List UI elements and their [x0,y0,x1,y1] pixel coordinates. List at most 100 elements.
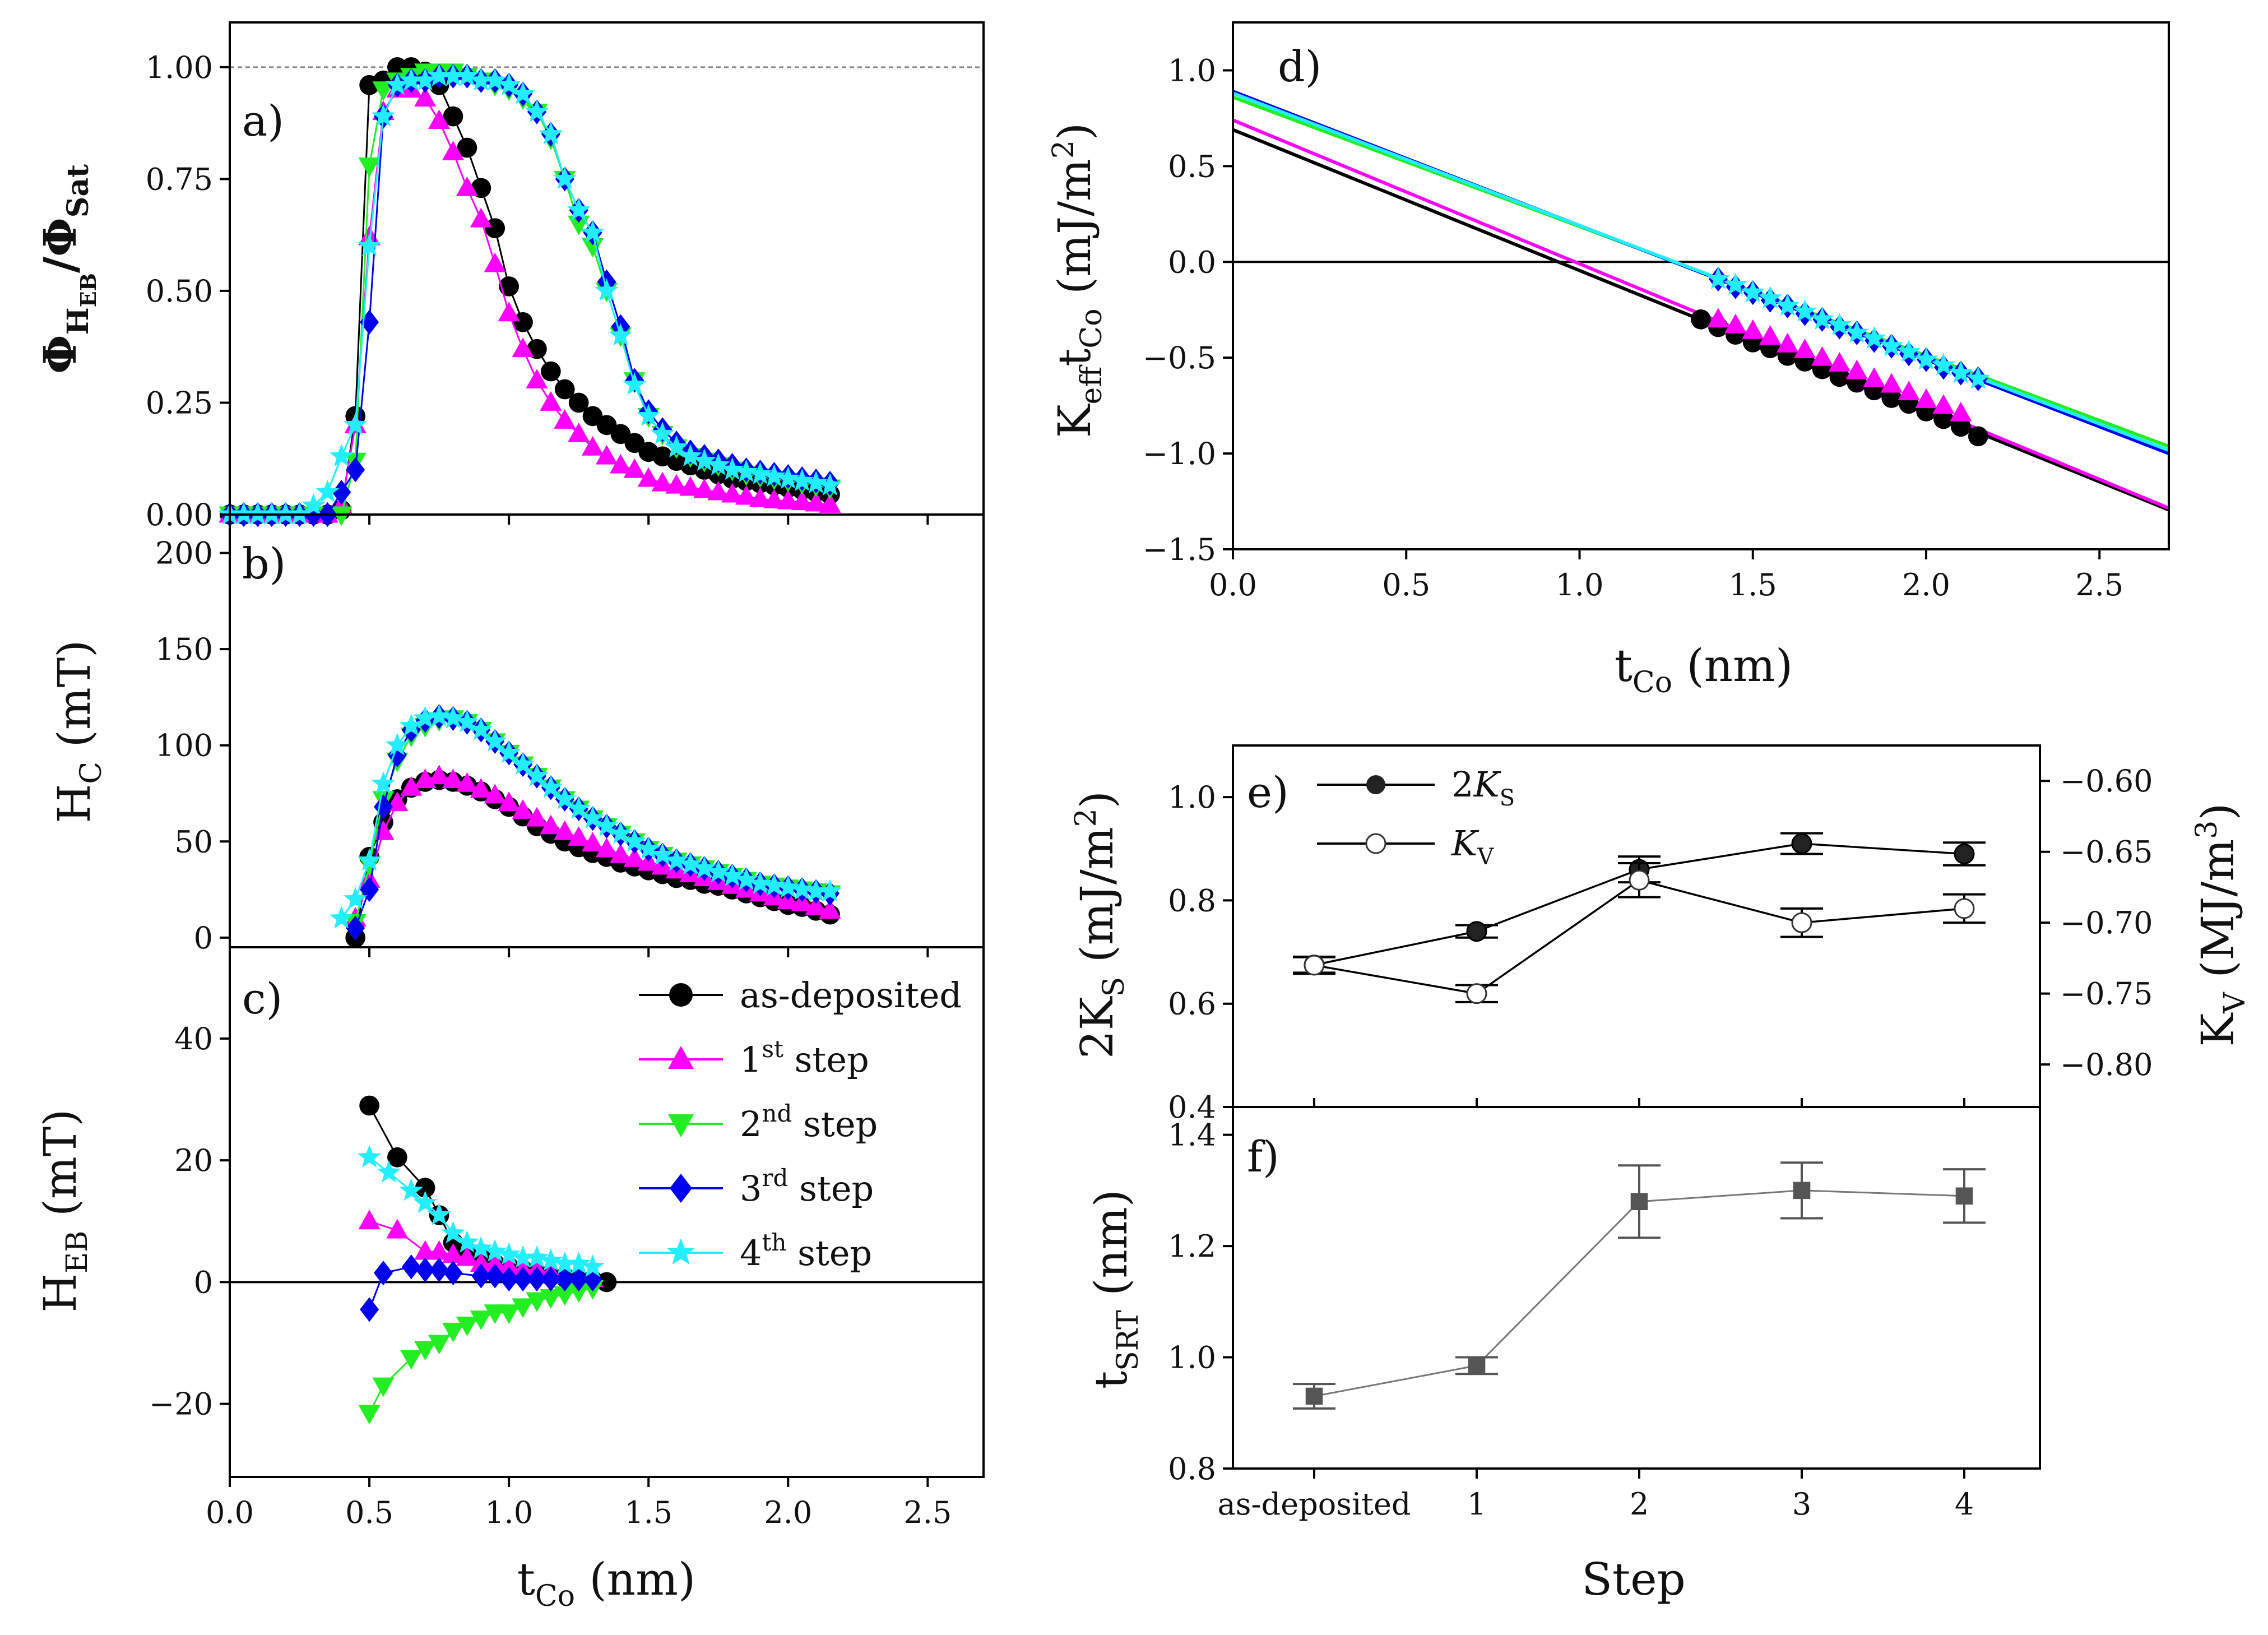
data-point-as-deposited [513,312,533,332]
panel-f-label: f) [1247,1132,1279,1182]
data-point-2nd-step [526,1292,548,1312]
data-point-4th-step [818,473,842,495]
data-point-1st-step [1828,352,1850,372]
data-point-4th-step [358,1145,382,1168]
data-point-4th-step [316,480,340,502]
panel-d-y-tick-label: −1.0 [1143,436,1216,471]
data-point-4th-step [804,471,828,493]
data-point-1st-step [665,474,688,494]
data-point-4th-step [273,502,298,525]
panel-c-frame [229,946,985,1478]
panel-f-y-tick-label: 0.8 [1168,1451,1216,1486]
data-point-4th-step [665,435,689,458]
panel-a-y-tick-label: 0.00 [146,497,213,532]
data-point-1st-step [1932,394,1955,414]
data-point-1st-step [456,176,478,196]
data-point-1st-step [1950,401,1972,422]
data-point-4th-step [455,63,479,86]
data-point-4th-step [1931,353,1955,376]
data-point-as-deposited [1951,416,1971,437]
panel-d-y-tick-label: 0.5 [1168,149,1216,184]
data-point-4th-step [441,1221,465,1244]
data-point-3rd-step [360,1297,379,1322]
data-point-1st-step [400,776,423,796]
data-point-4th-step [441,706,465,729]
data-point-4th-step [469,717,493,740]
data-point-4th-step [581,1254,605,1277]
panel-d-x-tick-label: 1.0 [1556,567,1604,603]
panel-e-y-tick-label: 0.6 [1168,986,1216,1022]
data-point-1st-step [791,490,813,511]
panel-d-x-axis-label: tCo (nm) [1615,640,1793,700]
data-point-3rd-step [346,915,365,941]
data-point-1st-step [554,409,576,429]
data-point-1st-step [442,141,465,160]
data-point-4th-step [245,502,270,525]
data-point-4th-step [399,714,423,737]
panel-f-y-tick-label: 1.0 [1168,1340,1216,1375]
data-point-4th-step [567,796,591,819]
data-point-4th-step [748,462,772,484]
data-point-4th-step [1966,366,1990,389]
data-point-4th-step [511,1245,535,1268]
data-point-4th-step [553,166,577,189]
data-point-1st-step [623,847,646,867]
data-point-as-deposited [387,1147,407,1168]
panel-f-chart: 0.8 1.0 1.2 1.4 as-deposited 1 2 3 4 f) tSRT (nm) S… [1085,1106,2041,1605]
data-point-1st-step [414,1240,437,1260]
data-point-1st-step [442,768,465,788]
data-point-4th-step [469,68,493,91]
panel-b-frame [229,513,985,948]
panel-a-y-tick-label: 0.50 [146,274,213,309]
data-point-4th-step [804,879,828,902]
panel-e-y2-tick-label: −0.70 [2060,905,2153,941]
panel-a-chart: 0.00 0.25 0.50 0.75 1.00 a) ΦHEB/ΦSat [34,21,985,532]
data-point-3rd-step [360,877,379,902]
panel-f-x-tick-label: 4 [1955,1486,1974,1522]
data-point-4th-step [567,198,591,221]
data-point-as-deposited [443,106,463,127]
data-point-1st-step [1707,308,1729,328]
panel-f-y-tick-label: 1.2 [1168,1229,1216,1264]
data-point-1st-step [512,799,534,819]
data-point-3rd-step [513,1266,533,1292]
panel-e-y-tick-label: 1.0 [1168,780,1216,815]
data-point-1st-step [1794,339,1816,358]
data-point-3rd-step [569,1266,588,1292]
data-point-4th-step [287,502,312,525]
panel-c-x-tick-label: 1.5 [624,1495,672,1530]
data-point-4th-step [427,63,451,86]
data-point-1st-step [679,476,702,496]
data-point-1st-step [637,467,660,487]
data-point-4th-step [483,68,507,91]
data-point-4th-step [539,122,563,145]
data-point-4th-step [413,706,437,729]
data-point-tsrt [1793,1182,1811,1199]
data-point-1st-step [582,436,604,456]
data-point-4th-step [344,413,368,436]
data-point-4th-step [609,821,633,844]
data-point-2nd-step [484,1304,506,1324]
data-point-1st-step [414,87,437,107]
legend-label-2ks: 2KS [1451,764,1515,811]
data-point-as-deposited [499,276,519,297]
data-point-4th-step [497,740,521,763]
data-point-2nd-step [456,1316,478,1336]
data-point-4th-step [358,234,382,256]
data-point-4th-step [1880,334,1904,356]
data-point-4th-step [525,1245,549,1268]
data-point-1st-step [1724,313,1747,334]
panel-f-x-tick-label: 1 [1467,1486,1486,1522]
panel-f-y-axis-label: tSRT (nm) [1085,1189,1145,1389]
series-line-1st-step [230,89,831,516]
panel-f-x-tick-label: as-deposited [1218,1486,1411,1522]
legend-marker-4 [667,1238,695,1265]
data-point-1st-step [484,1252,506,1272]
data-point-1st-step [456,772,478,792]
data-point-4th-step [595,278,619,301]
data-point-1st-step [1898,381,1920,401]
data-point-4th-step [1775,293,1799,316]
data-point-4th-step [1949,360,1973,383]
panel-b-y-tick-label: 150 [155,632,213,667]
